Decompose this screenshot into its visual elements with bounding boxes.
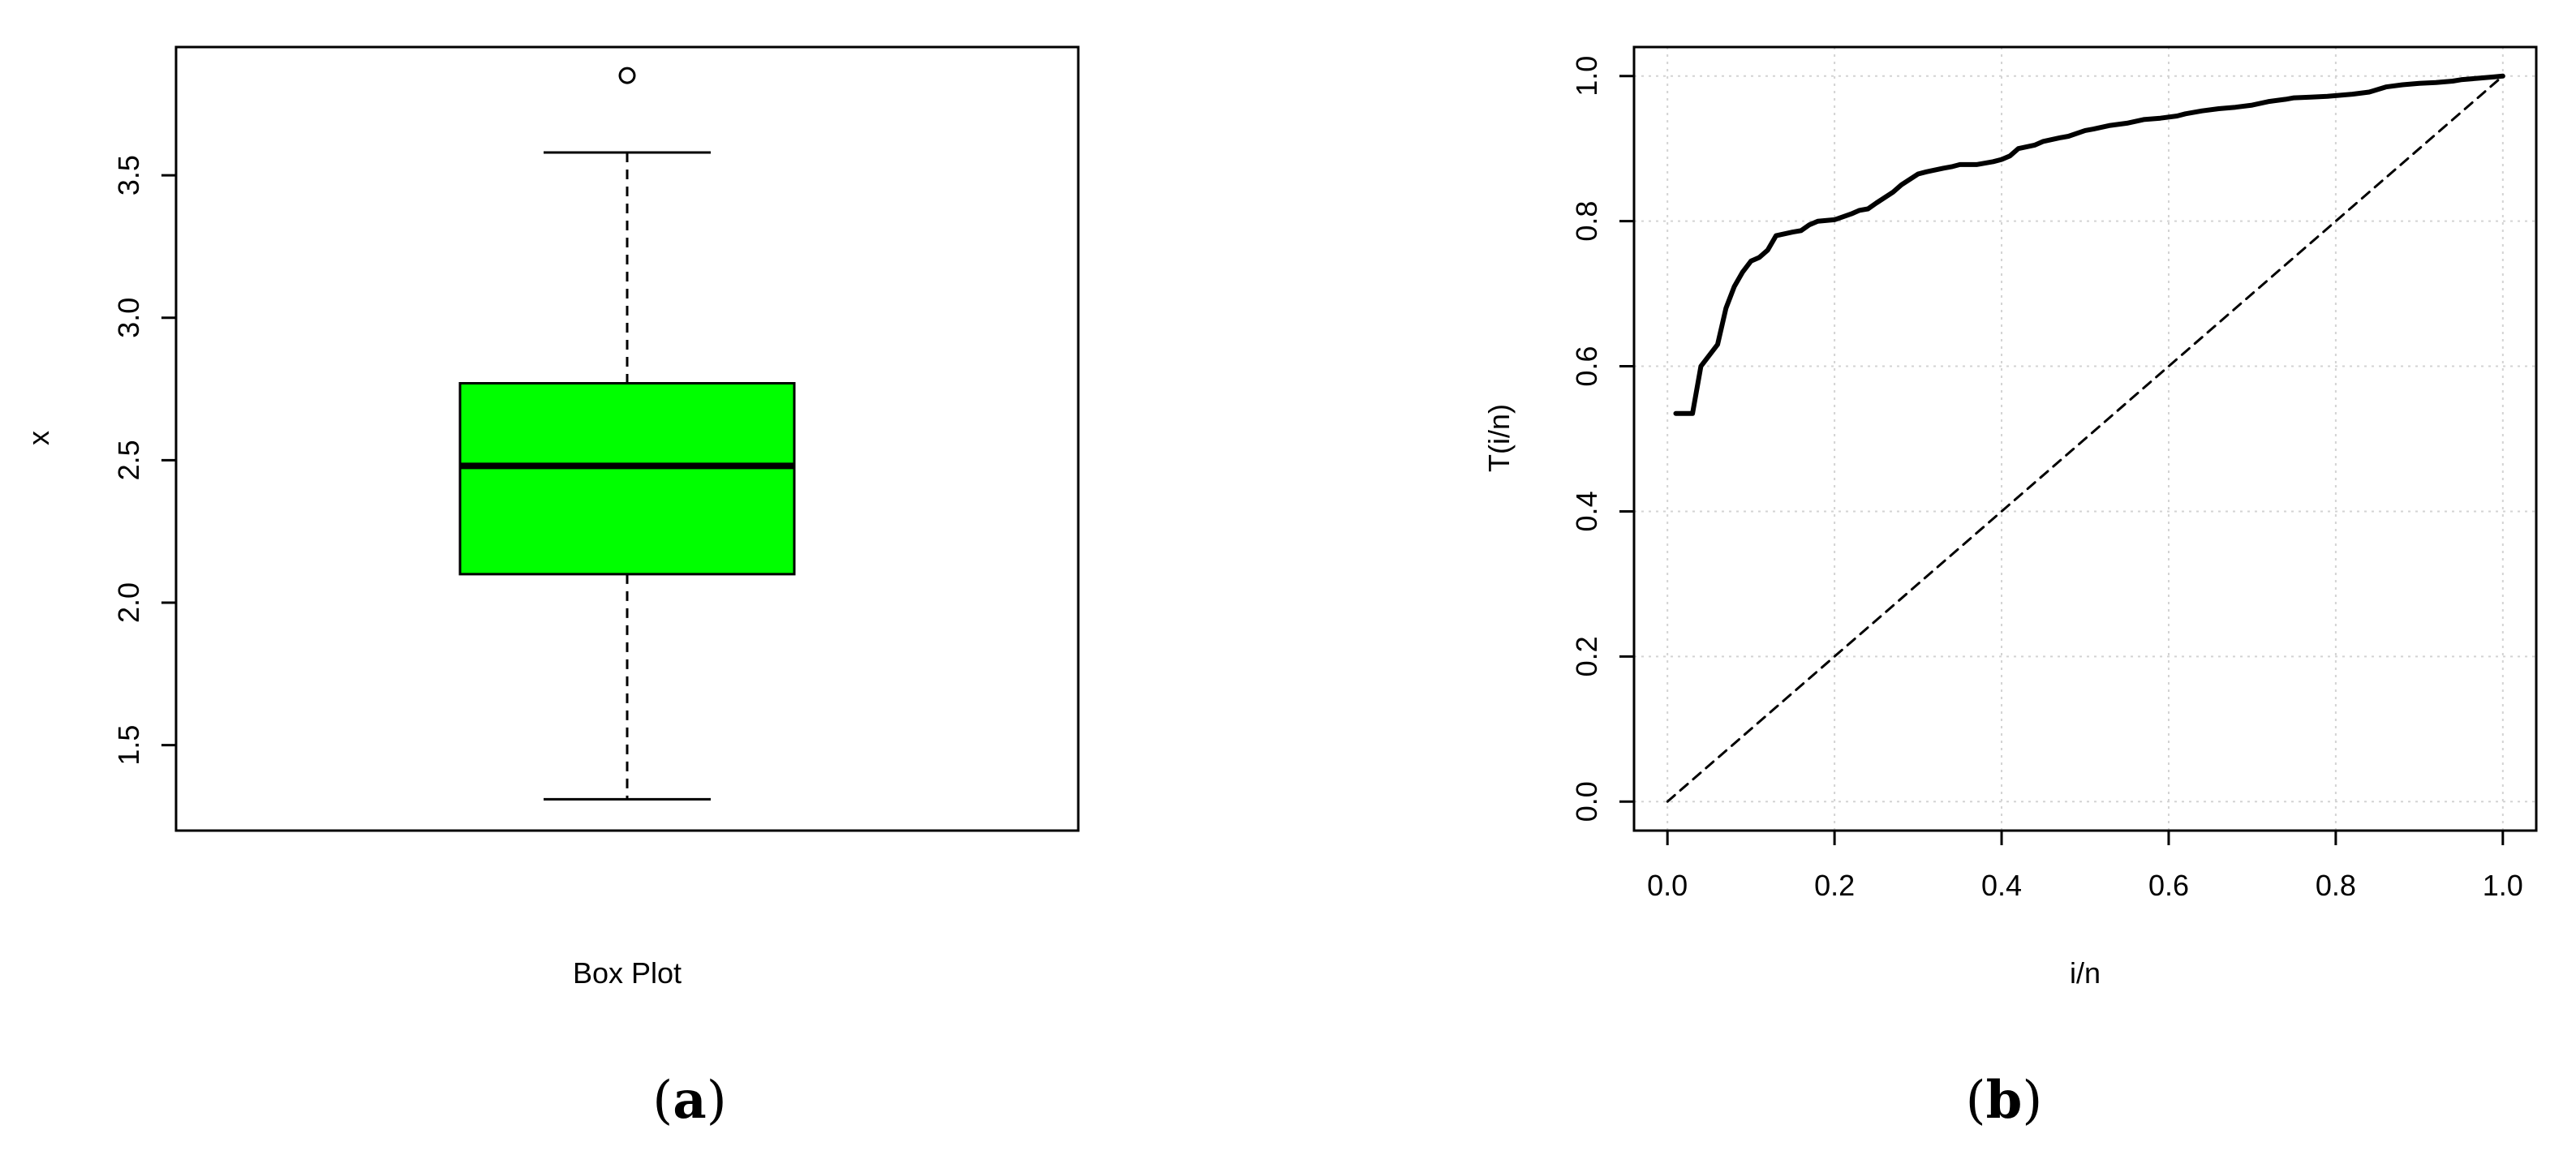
iqr-box <box>458 382 796 576</box>
panel-a-x-axis-title: Box Plot <box>573 956 682 990</box>
panel-b-y-tick-label: 0.2 <box>1570 636 1603 676</box>
panel-b-y-axis: 0.0 0.2 0.4 0.6 0.8 1.0 <box>1570 56 1634 822</box>
panel-b-y-axis-title: T(i/n) <box>1482 404 1516 472</box>
panel-a-y-axis-title: x <box>22 431 55 445</box>
panel-a-y-tick-label: 3.5 <box>112 155 145 195</box>
panel-a-y-axis: 1.5 2.0 2.5 3.0 3.5 <box>112 155 176 766</box>
panel-a-box-elements <box>458 67 796 801</box>
panel-a-y-tick-label: 2.0 <box>112 582 145 623</box>
panel-a-y-tick-label: 2.5 <box>112 440 145 480</box>
panel-b-y-tick-label: 1.0 <box>1570 56 1603 97</box>
panel-b-y-tick-label: 0.8 <box>1570 201 1603 242</box>
panel-a-boxplot: 1.5 2.0 2.5 3.0 3.5 Box Plot x (a) <box>22 45 1080 1131</box>
panel-b-x-tick-label: 1.0 <box>2483 869 2523 902</box>
panel-b-series <box>1666 73 2505 803</box>
panel-a-caption: (a) <box>652 1070 726 1131</box>
panel-b-y-tick-label: 0.4 <box>1570 491 1603 531</box>
panel-b-y-tick-label: 0.0 <box>1570 781 1603 822</box>
panel-a-caption-letter: a <box>673 1070 706 1131</box>
lorenz-curve <box>1673 73 2505 416</box>
panel-a-y-tick-label: 3.0 <box>112 298 145 338</box>
panel-b-x-tick-label: 0.6 <box>2148 869 2189 902</box>
panel-b-x-axis: 0.0 0.2 0.4 0.6 0.8 1.0 <box>1647 831 2523 902</box>
outlier-point <box>618 67 636 84</box>
panel-a-plot-frame <box>174 45 1080 832</box>
panel-b-x-tick-label: 0.0 <box>1647 869 1688 902</box>
panel-b-x-tick-label: 0.8 <box>2316 869 2356 902</box>
equality-line <box>1666 75 2505 803</box>
panel-a-y-tick-label: 1.5 <box>112 725 145 766</box>
panel-b-plot-frame <box>1632 45 2538 832</box>
panel-b-y-tick-label: 0.6 <box>1570 346 1603 387</box>
panel-b-x-axis-title: i/n <box>2070 956 2101 990</box>
panel-b-caption: (b) <box>1966 1070 2043 1131</box>
panel-b-line-chart: 0.0 0.2 0.4 0.6 0.8 1.0 0.0 0.2 0.4 0.6 0.8 1.0 i/… <box>1482 45 2538 1131</box>
panel-b-x-tick-label: 0.2 <box>1814 869 1855 902</box>
panel-b-x-tick-label: 0.4 <box>1981 869 2022 902</box>
panel-b-caption-letter: b <box>1986 1070 2023 1131</box>
